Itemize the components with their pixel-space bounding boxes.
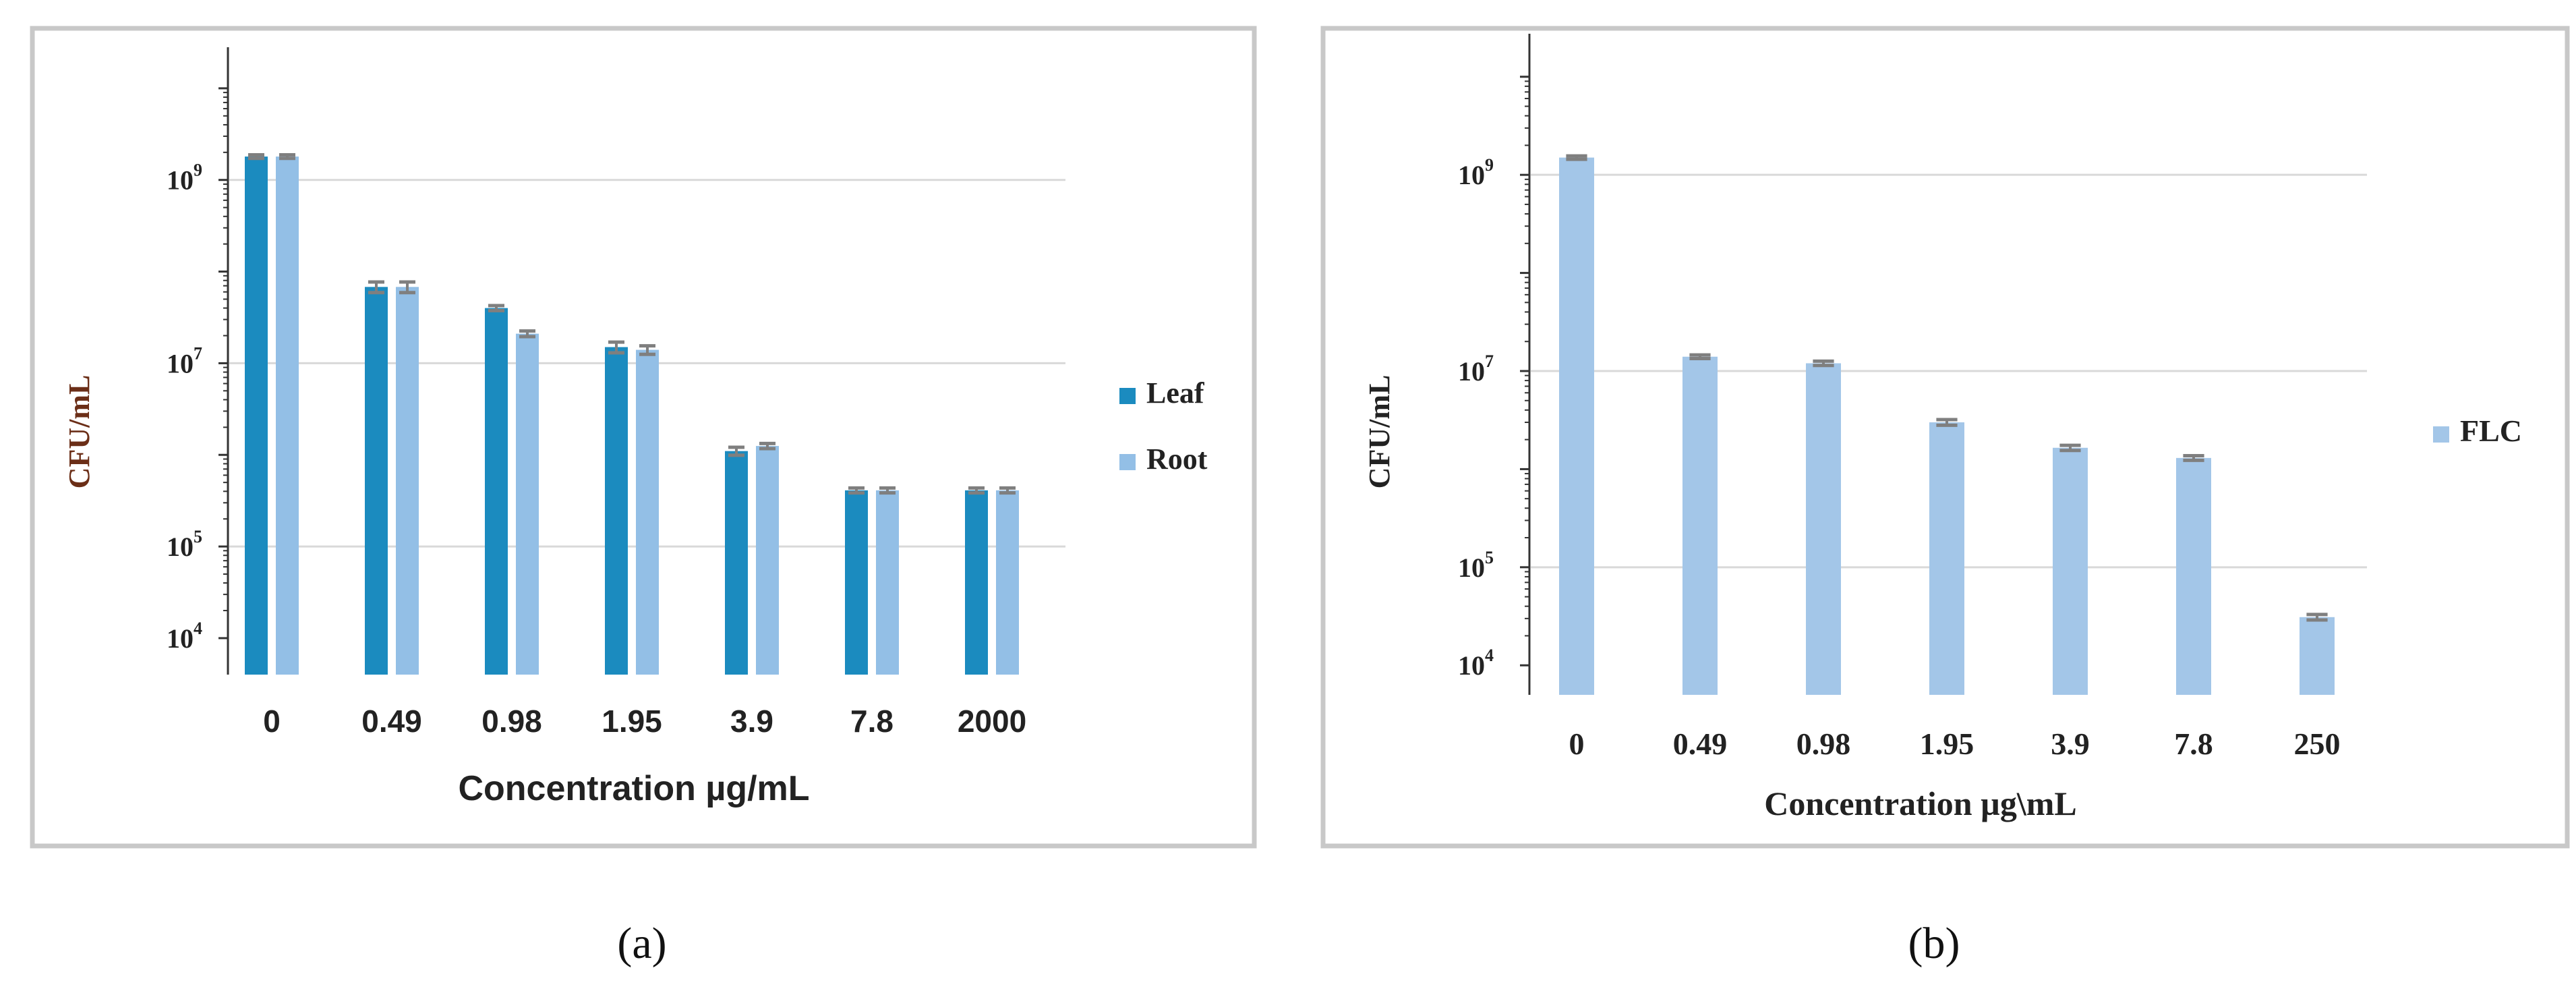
x-tick-label-b-250: 250 [2294,727,2341,761]
y-tick-exponent: 7 [194,343,202,363]
x-tick-label-b-7.8: 7.8 [2174,727,2213,761]
bar-a-root-7.8 [876,490,899,675]
bar-a-leaf-2000 [965,490,988,675]
legend-label-root: Root [1146,443,1208,476]
y-tick-label-a-10-5: 105 [167,527,202,562]
bar-a-root-0.49 [396,287,419,675]
bar-a-leaf-1.95 [605,347,628,675]
y-tick-base: 10 [1458,160,1485,190]
bar-a-root-2000 [996,490,1019,675]
y-tick-exponent: 7 [1485,351,1494,371]
bar-a-root-1.95 [636,349,659,675]
y-tick-label-b-10-9: 109 [1458,155,1494,190]
bar-a-leaf-0.98 [485,308,508,675]
x-tick-label-b-0: 0 [1569,727,1585,761]
chart-b-x-tick-labels: 0 0.49 0.98 1.95 3.9 7.8 250 [1569,727,2341,761]
chart-a-bars [245,152,1019,675]
bar-a-leaf-3.9 [725,451,748,675]
chart-a-legend: Leaf Root [1119,376,1208,476]
chart-a-x-tick-labels: 0 0.49 0.98 1.95 3.9 7.8 2000 [263,704,1026,739]
y-tick-base: 10 [167,532,194,562]
legend-label-leaf: Leaf [1146,376,1205,409]
chart-b-axes [1520,34,1531,695]
y-tick-base: 10 [167,623,194,654]
chart-b-x-axis-label: Concentration µg\mL [1764,785,2077,822]
y-tick-base: 10 [1458,650,1485,681]
legend-swatch-flc [2433,426,2449,443]
chart-a-y-axis-label: CFU/mL [63,375,96,489]
legend-swatch-root [1119,454,1136,470]
bar-b-flc-1.95 [1929,422,1964,695]
bar-b-flc-250 [2300,617,2335,695]
x-tick-label-a-1.95: 1.95 [602,704,662,739]
bar-a-leaf-7.8 [845,490,868,675]
bar-b-flc-0.49 [1682,356,1718,695]
y-tick-exponent: 9 [194,161,202,180]
y-tick-label-b-10-7: 107 [1458,351,1494,387]
bar-b-flc-7.8 [2176,457,2211,695]
x-tick-label-b-0.49: 0.49 [1673,727,1728,761]
y-tick-exponent: 4 [1485,646,1494,665]
bar-b-flc-0.98 [1806,363,1841,695]
bar-b-flc-0 [1559,157,1594,695]
bar-a-root-3.9 [756,446,779,675]
y-tick-base: 10 [167,165,194,196]
caption-b: (b) [1908,919,1960,968]
legend-swatch-leaf [1119,388,1136,404]
x-tick-label-b-1.95: 1.95 [1920,727,1974,761]
chart-b-bars [1559,154,2335,695]
y-tick-label-a-10-9: 109 [167,161,202,196]
y-tick-label-a-10-4: 104 [167,619,202,654]
chart-a-axes [218,47,229,675]
caption-a: (a) [617,919,666,968]
x-tick-label-a-0.49: 0.49 [361,704,422,739]
chart-a-x-axis-label: Concentration µg/mL [458,769,809,808]
y-tick-exponent: 5 [1485,548,1494,567]
bar-a-root-0 [276,157,299,675]
y-tick-label-b-10-5: 105 [1458,548,1494,583]
chart-b-legend: FLC [2433,414,2522,448]
chart-b-y-axis-label: CFU/mL [1363,375,1396,489]
y-tick-label-a-10-7: 107 [167,343,202,378]
y-tick-base: 10 [167,348,194,378]
x-tick-label-a-7.8: 7.8 [850,704,894,739]
bar-b-flc-3.9 [2053,447,2088,695]
bar-a-leaf-0.49 [365,287,388,675]
y-tick-base: 10 [1458,553,1485,583]
y-tick-exponent: 4 [194,619,202,638]
bar-a-leaf-0 [245,157,268,675]
y-tick-base: 10 [1458,356,1485,387]
x-tick-label-a-0: 0 [263,704,281,739]
legend-label-flc: FLC [2460,414,2522,448]
caption-a-text: (a) [617,919,666,968]
x-tick-label-b-3.9: 3.9 [2051,727,2090,761]
x-tick-label-a-0.98: 0.98 [481,704,542,739]
x-tick-label-a-2000: 2000 [958,704,1026,739]
y-tick-exponent: 5 [194,527,202,546]
x-tick-label-a-3.9: 3.9 [730,704,773,739]
caption-b-text: (b) [1908,919,1960,968]
y-tick-label-b-10-4: 104 [1458,646,1494,681]
x-tick-label-b-0.98: 0.98 [1796,727,1851,761]
y-tick-exponent: 9 [1485,155,1494,175]
bar-a-root-0.98 [516,333,539,675]
